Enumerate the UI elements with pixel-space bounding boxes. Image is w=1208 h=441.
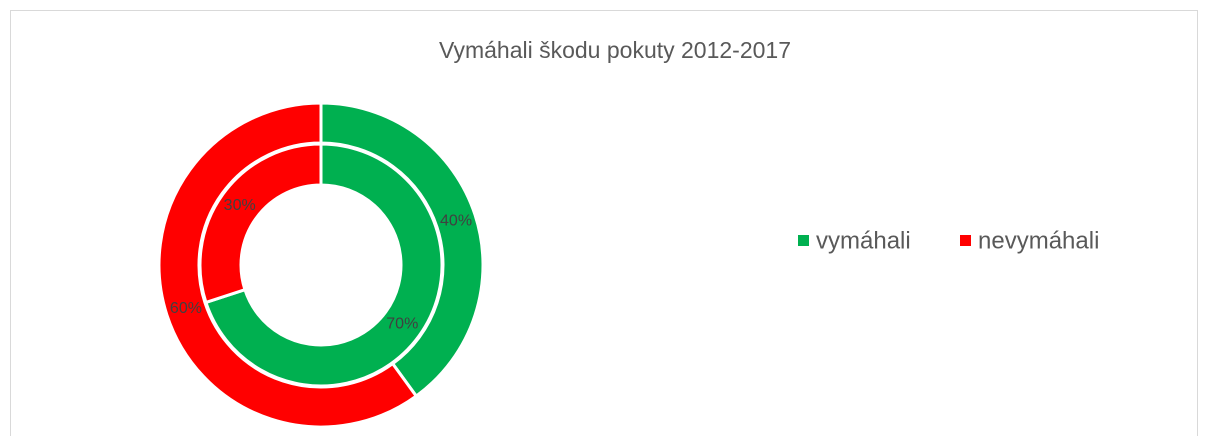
legend-label: vymáhali [816, 227, 911, 254]
doughnut-segment [204, 142, 444, 388]
doughnut-segment [198, 142, 323, 305]
legend-label: nevymáhali [978, 227, 1099, 254]
legend-swatch [798, 235, 809, 246]
data-label: 70% [386, 315, 418, 332]
data-label: 30% [224, 197, 256, 214]
data-label: 40% [440, 212, 472, 229]
data-label: 60% [170, 300, 202, 317]
legend-swatch [960, 235, 971, 246]
chart-title: Vymáhali škodu pokuty 2012-2017 [439, 37, 791, 63]
